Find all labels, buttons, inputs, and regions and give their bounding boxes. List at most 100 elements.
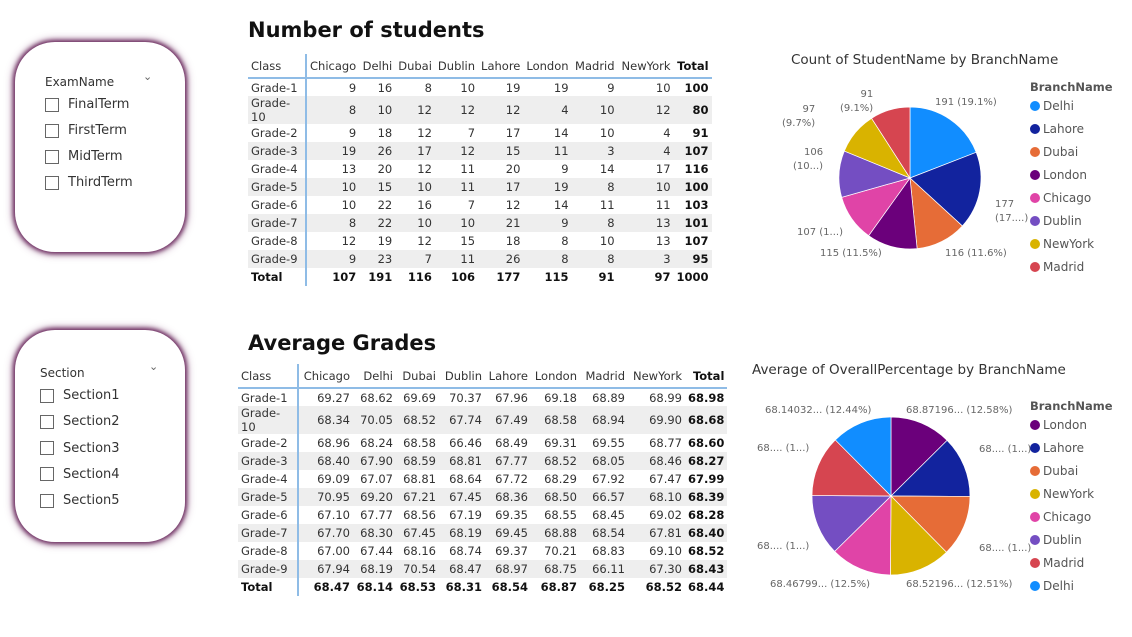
slicer-item-midterm[interactable]: MidTerm xyxy=(45,149,123,164)
legend-dot-icon xyxy=(1030,443,1040,453)
legend-item-chicago[interactable]: Chicago xyxy=(1030,191,1091,205)
checkbox[interactable] xyxy=(40,388,54,403)
pie-slice-lahore[interactable] xyxy=(890,439,971,497)
checkbox[interactable] xyxy=(45,149,59,164)
checkbox[interactable] xyxy=(40,441,54,456)
column-header[interactable]: London xyxy=(523,54,572,79)
checkbox[interactable] xyxy=(45,175,59,190)
cell: 69.69 xyxy=(403,390,436,405)
legend-dot-icon xyxy=(1030,170,1040,180)
column-header[interactable]: Chicago xyxy=(306,54,360,79)
slicer-item-section5[interactable]: Section5 xyxy=(40,493,120,508)
pie-slice-dublin[interactable] xyxy=(811,495,892,552)
column-header[interactable]: London xyxy=(531,364,580,389)
column-header[interactable]: Madrid xyxy=(571,54,618,79)
legend-item-dubai[interactable]: Dubai xyxy=(1030,145,1078,159)
column-header[interactable]: Class xyxy=(238,364,299,389)
chevron-down-icon[interactable]: ⌄ xyxy=(143,70,153,83)
column-header[interactable]: Class xyxy=(248,54,307,79)
legend-item-madrid[interactable]: Madrid xyxy=(1030,260,1084,274)
pie-slice-london[interactable] xyxy=(890,416,948,497)
legend-dot-icon xyxy=(1030,216,1040,226)
column-header[interactable]: NewYork xyxy=(628,364,685,389)
cell: 69.35 xyxy=(495,508,528,522)
column-header[interactable]: Dubai xyxy=(395,54,435,79)
cell: 69.02 xyxy=(649,508,682,522)
cell: Grade-1 xyxy=(238,388,299,406)
legend-item-dublin[interactable]: Dublin xyxy=(1030,214,1082,228)
cell: 69.20 xyxy=(353,488,396,506)
cell: 20 xyxy=(505,162,521,176)
slicer-item-thirdterm[interactable]: ThirdTerm xyxy=(45,175,133,190)
cell: 107 xyxy=(684,234,709,248)
legend-item-lahore[interactable]: Lahore xyxy=(1030,122,1084,136)
slicer-item-firstterm[interactable]: FirstTerm xyxy=(45,123,127,138)
slicer-item-label: MidTerm xyxy=(68,149,123,164)
legend-label: London xyxy=(1043,418,1087,432)
column-header[interactable]: Lahore xyxy=(478,54,524,79)
cell: 68.30 xyxy=(353,524,396,542)
cell: 68.59 xyxy=(396,452,439,470)
column-header[interactable]: NewYork xyxy=(617,54,674,79)
cell: 13 xyxy=(341,162,357,176)
pie-slice-dubai[interactable] xyxy=(890,495,971,553)
cell: 11 xyxy=(599,198,615,212)
checkbox[interactable] xyxy=(40,414,54,429)
cell: 67.74 xyxy=(439,406,485,434)
slicer-item-section3[interactable]: Section3 xyxy=(40,441,120,456)
cell: 69.55 xyxy=(592,436,625,450)
legend-item-london[interactable]: London xyxy=(1030,418,1087,432)
legend-item-dubai[interactable]: Dubai xyxy=(1030,464,1078,478)
pie-slice-delhi[interactable] xyxy=(909,106,977,179)
column-header[interactable]: Total xyxy=(673,54,712,79)
column-header[interactable]: Total xyxy=(685,364,728,389)
column-header[interactable]: Dublin xyxy=(439,364,485,389)
legend-item-dublin[interactable]: Dublin xyxy=(1030,533,1082,547)
column-header[interactable]: Madrid xyxy=(580,364,628,389)
column-header[interactable]: Dubai xyxy=(396,364,439,389)
column-header[interactable]: Delhi xyxy=(359,54,396,79)
students-matrix: Class Chicago Delhi Dubai Dublin Lahore London… xyxy=(248,54,712,286)
legend-label: London xyxy=(1043,168,1087,182)
legend-item-delhi[interactable]: Delhi xyxy=(1030,99,1074,113)
column-header[interactable]: Delhi xyxy=(353,364,396,389)
chevron-down-icon[interactable]: ⌄ xyxy=(149,360,159,373)
legend-label: Chicago xyxy=(1043,510,1092,524)
cell: 70.95 xyxy=(298,488,353,506)
cell: 12 xyxy=(417,126,432,140)
legend-item-delhi[interactable]: Delhi xyxy=(1030,579,1074,593)
slicer-item-section1[interactable]: Section1 xyxy=(40,388,120,403)
cell: 67.77 xyxy=(360,508,393,522)
pie-slice-chicago[interactable] xyxy=(834,495,892,576)
slicer-item-finalterm[interactable]: FinalTerm xyxy=(45,97,129,112)
legend-item-london[interactable]: London xyxy=(1030,168,1087,182)
checkbox[interactable] xyxy=(40,467,54,482)
cell: 68.10 xyxy=(628,488,685,506)
cell: 8 xyxy=(424,80,432,95)
legend-item-madrid[interactable]: Madrid xyxy=(1030,556,1084,570)
column-header[interactable]: Lahore xyxy=(485,364,531,389)
legend-item-lahore[interactable]: Lahore xyxy=(1030,441,1084,455)
slicer-item-label: Section2 xyxy=(63,414,120,430)
cell: 70.54 xyxy=(396,560,439,578)
checkbox[interactable] xyxy=(40,493,54,508)
column-header[interactable]: Chicago xyxy=(298,364,353,389)
pie-slice-delhi[interactable] xyxy=(834,416,892,497)
legend-item-chicago[interactable]: Chicago xyxy=(1030,510,1091,524)
slicer-item-section4[interactable]: Section4 xyxy=(40,467,120,482)
legend-dot-icon xyxy=(1030,466,1040,476)
slicer-item-section2[interactable]: Section2 xyxy=(40,414,120,429)
checkbox[interactable] xyxy=(45,97,59,112)
column-header[interactable]: Dublin xyxy=(434,54,479,79)
data-label: 68.... (1...) xyxy=(757,443,810,454)
cell: 68.62 xyxy=(360,390,393,405)
total-cell: 68.47 xyxy=(313,580,350,594)
legend-item-newyork[interactable]: NewYork xyxy=(1030,237,1094,251)
legend-item-newyork[interactable]: NewYork xyxy=(1030,487,1094,501)
cell: 68.16 xyxy=(403,544,436,558)
pie-slice-lahore[interactable] xyxy=(909,151,982,227)
pie-slice-newyork[interactable] xyxy=(890,495,947,576)
pie-slice-madrid[interactable] xyxy=(871,106,911,180)
pie-slice-madrid[interactable] xyxy=(811,439,892,497)
checkbox[interactable] xyxy=(45,123,59,138)
